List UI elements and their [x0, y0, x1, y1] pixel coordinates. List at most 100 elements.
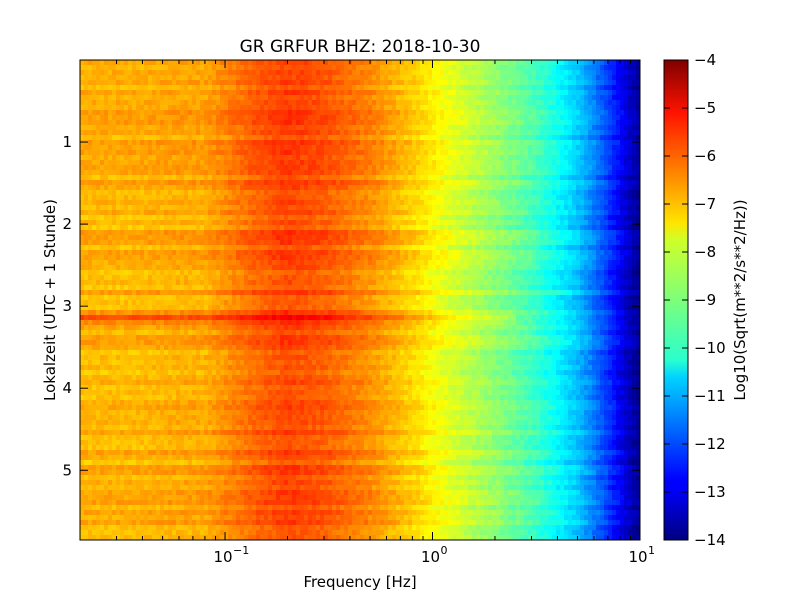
heatmap-cell: [404, 110, 409, 116]
heatmap-cell: [360, 155, 365, 161]
heatmap-cell: [168, 190, 173, 196]
heatmap-cell: [176, 65, 181, 71]
heatmap-cell: [296, 165, 301, 171]
heatmap-cell: [572, 185, 577, 191]
heatmap-cell: [324, 145, 329, 151]
heatmap-cell: [600, 210, 605, 216]
heatmap-cell: [396, 220, 401, 226]
heatmap-cell: [160, 180, 165, 186]
heatmap-cell: [168, 125, 173, 131]
heatmap-cell: [532, 225, 537, 231]
heatmap-cell: [232, 225, 237, 231]
heatmap-cell: [252, 125, 257, 131]
heatmap-cell: [84, 175, 89, 181]
heatmap-cell: [160, 75, 165, 81]
heatmap-cell: [112, 185, 117, 191]
heatmap-cell: [572, 215, 577, 221]
heatmap-cell: [580, 185, 585, 191]
heatmap-cell: [196, 180, 201, 186]
heatmap-cell: [604, 60, 609, 66]
heatmap-cell: [372, 115, 377, 121]
heatmap-cell: [120, 180, 125, 186]
heatmap-cell: [232, 85, 237, 91]
heatmap-cell: [232, 110, 237, 116]
heatmap-cell: [80, 210, 85, 216]
heatmap-cell: [372, 130, 377, 136]
heatmap-cell: [204, 95, 209, 101]
heatmap-cell: [580, 215, 585, 221]
heatmap-cell: [500, 60, 505, 66]
heatmap-cell: [224, 95, 229, 101]
heatmap-cell: [420, 145, 425, 151]
heatmap-cell: [476, 105, 481, 111]
heatmap-cell: [456, 110, 461, 116]
heatmap-cell: [172, 170, 177, 176]
heatmap-cell: [420, 210, 425, 216]
heatmap-cell: [500, 95, 505, 101]
heatmap-cell: [552, 65, 557, 71]
heatmap-cell: [252, 215, 257, 221]
heatmap-cell: [580, 210, 585, 216]
heatmap-cell: [244, 120, 249, 126]
heatmap-cell: [156, 105, 161, 111]
heatmap-cell: [180, 200, 185, 206]
heatmap-cell: [504, 180, 509, 186]
heatmap-cell: [344, 130, 349, 136]
heatmap-cell: [480, 135, 485, 141]
heatmap-cell: [100, 130, 105, 136]
heatmap-cell: [428, 115, 433, 121]
heatmap-cell: [284, 65, 289, 71]
heatmap-cell: [536, 170, 541, 176]
heatmap-cell: [296, 150, 301, 156]
heatmap-cell: [152, 145, 157, 151]
heatmap-cell: [268, 135, 273, 141]
heatmap-cell: [364, 200, 369, 206]
heatmap-cell: [584, 70, 589, 76]
heatmap-cell: [504, 160, 509, 166]
heatmap-cell: [628, 230, 633, 236]
heatmap-cell: [492, 140, 497, 146]
heatmap-cell: [232, 230, 237, 236]
heatmap-cell: [440, 210, 445, 216]
heatmap-cell: [500, 180, 505, 186]
heatmap-cell: [116, 70, 121, 76]
heatmap-cell: [140, 140, 145, 146]
heatmap-cell: [96, 80, 101, 86]
heatmap-cell: [448, 155, 453, 161]
heatmap-cell: [384, 210, 389, 216]
heatmap-cell: [212, 120, 217, 126]
heatmap-cell: [608, 160, 613, 166]
heatmap-cell: [184, 90, 189, 96]
heatmap-cell: [304, 235, 309, 241]
heatmap-cell: [536, 140, 541, 146]
heatmap-cell: [276, 100, 281, 106]
heatmap-cell: [576, 115, 581, 121]
heatmap-cell: [404, 65, 409, 71]
heatmap-cell: [168, 225, 173, 231]
heatmap-cell: [256, 135, 261, 141]
heatmap-cell: [100, 70, 105, 76]
heatmap-cell: [496, 135, 501, 141]
heatmap-cell: [92, 225, 97, 231]
heatmap-cell: [428, 130, 433, 136]
heatmap-cell: [284, 105, 289, 111]
heatmap-cell: [616, 200, 621, 206]
heatmap-cell: [424, 80, 429, 86]
heatmap-cell: [496, 190, 501, 196]
heatmap-cell: [444, 190, 449, 196]
heatmap-cell: [120, 175, 125, 181]
heatmap-cell: [516, 200, 521, 206]
heatmap-cell: [236, 150, 241, 156]
heatmap-cell: [128, 190, 133, 196]
heatmap-cell: [112, 70, 117, 76]
heatmap-cell: [108, 70, 113, 76]
heatmap-cell: [588, 135, 593, 141]
heatmap-cell: [452, 80, 457, 86]
heatmap-cell: [404, 85, 409, 91]
heatmap-cell: [232, 115, 237, 121]
heatmap-cell: [88, 185, 93, 191]
heatmap-cell: [536, 115, 541, 121]
heatmap-cell: [500, 165, 505, 171]
heatmap-cell: [156, 130, 161, 136]
heatmap-cell: [468, 165, 473, 171]
